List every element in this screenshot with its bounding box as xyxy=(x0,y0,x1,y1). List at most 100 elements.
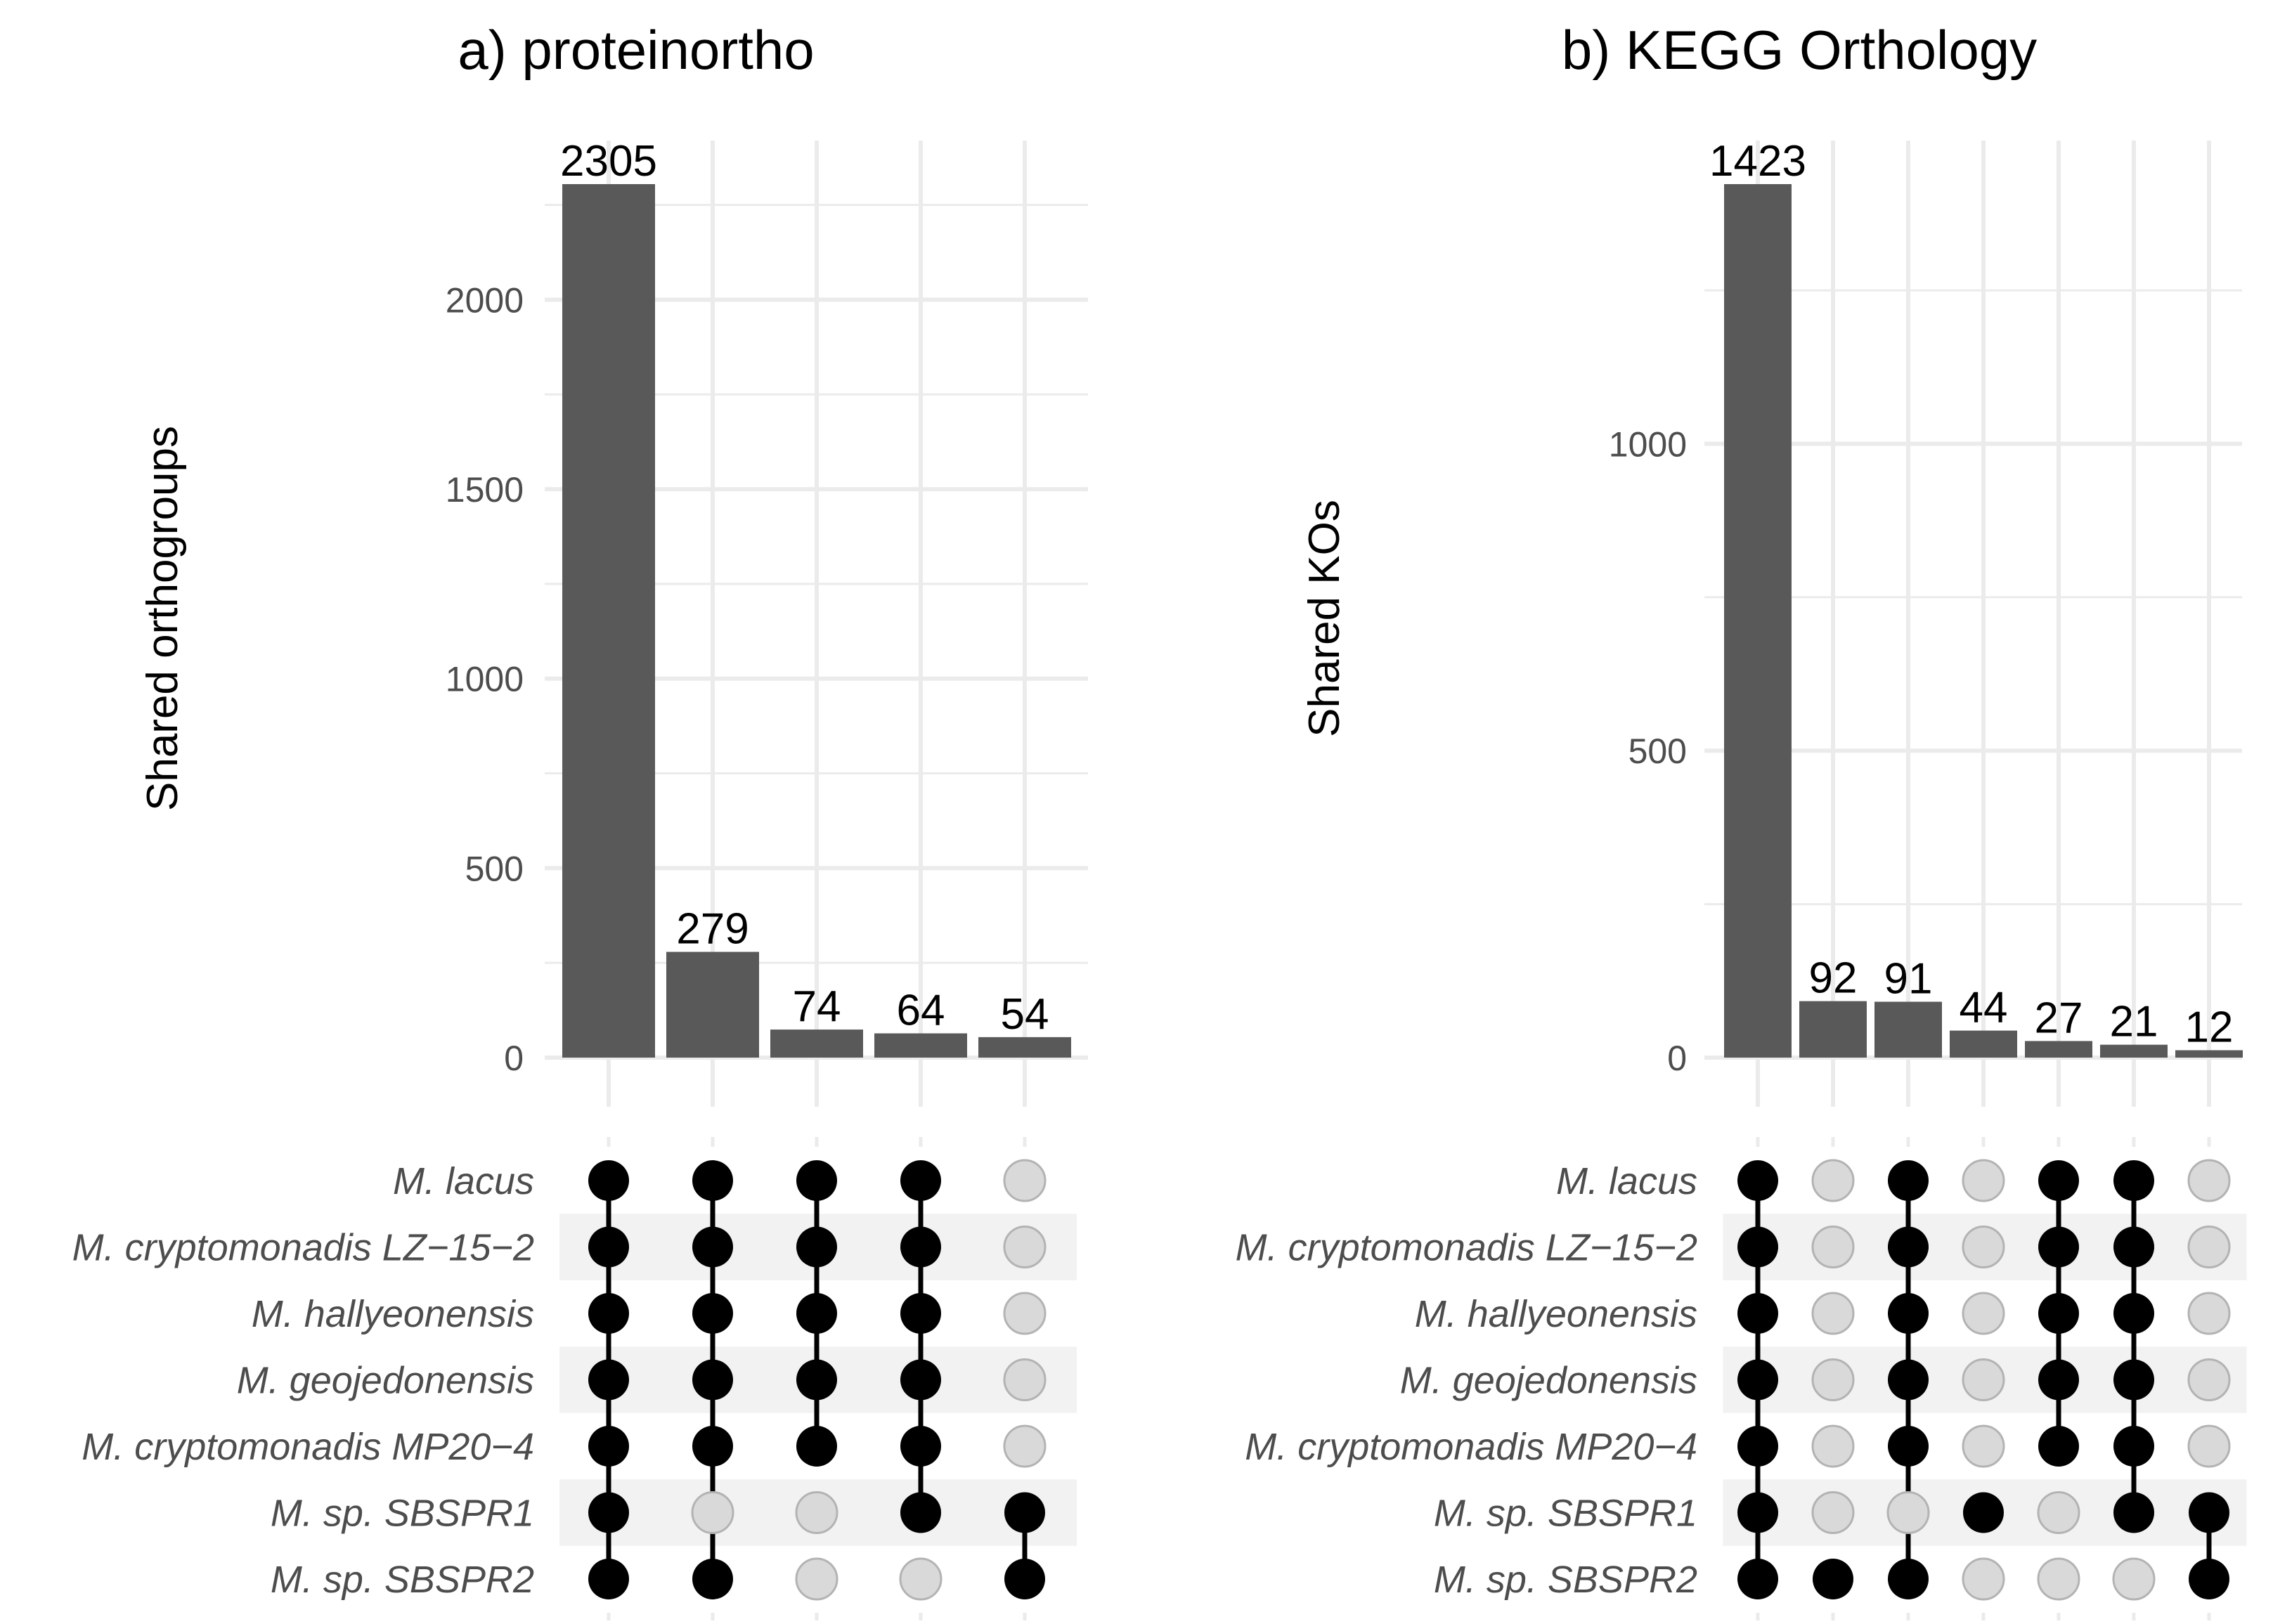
matrix-dot-filled xyxy=(2113,1426,2154,1467)
matrix-dot-filled xyxy=(692,1359,733,1401)
matrix-dot-empty xyxy=(1962,1226,2005,1268)
set-name-label: M. cryptomonadis LZ−15−2 xyxy=(72,1227,534,1269)
matrix-dot-filled xyxy=(1963,1492,2004,1533)
set-name-label: M. sp. SBSPR1 xyxy=(271,1493,534,1535)
matrix-dot-filled xyxy=(1737,1559,1778,1599)
matrix-dot-empty xyxy=(1962,1292,2005,1335)
set-name-label: M. sp. SBSPR2 xyxy=(271,1559,534,1601)
matrix-dot-empty xyxy=(1962,1159,2005,1202)
matrix-dot-empty xyxy=(1811,1424,1855,1468)
matrix-dot-empty xyxy=(691,1491,734,1534)
matrix-dot-empty xyxy=(795,1557,838,1601)
bar xyxy=(562,184,655,1058)
matrix-dot-filled xyxy=(796,1160,837,1201)
matrix-dot-empty xyxy=(1811,1358,1855,1401)
y-tick-label: 1000 xyxy=(1609,424,1687,464)
matrix-dot-filled xyxy=(1888,1293,1929,1334)
matrix-dot-filled xyxy=(1813,1559,1853,1599)
matrix-dot-empty xyxy=(2187,1159,2231,1202)
matrix-dot-filled xyxy=(588,1492,629,1533)
matrix-dot-empty xyxy=(2037,1491,2080,1534)
matrix-dot-filled xyxy=(2113,1160,2154,1201)
bar-value-label: 12 xyxy=(2185,1003,2234,1052)
bar-value-label: 74 xyxy=(793,982,841,1031)
matrix-dot-empty xyxy=(1003,1358,1047,1401)
matrix-dot-filled xyxy=(1004,1559,1045,1599)
matrix-dot-filled xyxy=(1737,1492,1778,1533)
matrix-dot-filled xyxy=(900,1359,941,1401)
bar xyxy=(1874,1001,1942,1058)
matrix-dot-filled xyxy=(588,1226,629,1268)
matrix-dot-filled xyxy=(796,1426,837,1467)
bar-value-label: 279 xyxy=(676,905,749,954)
matrix-dot-filled xyxy=(2113,1492,2154,1533)
bar-value-label: 64 xyxy=(897,986,945,1034)
matrix-dot-empty xyxy=(1811,1159,1855,1202)
matrix-dot-filled xyxy=(900,1160,941,1201)
set-name-label: M. cryptomonadis MP20−4 xyxy=(1245,1426,1697,1468)
panel-a-ylabel: Shared orthogroups xyxy=(138,426,187,811)
matrix-dot-empty xyxy=(2187,1424,2231,1468)
matrix-dot-filled xyxy=(2038,1359,2079,1401)
bar xyxy=(2175,1050,2243,1058)
bar xyxy=(978,1037,1071,1058)
matrix-dot-filled xyxy=(900,1426,941,1467)
matrix-dot-filled xyxy=(2113,1226,2154,1268)
matrix-dot-empty xyxy=(1003,1292,1047,1335)
matrix-dot-filled xyxy=(1737,1293,1778,1334)
bar xyxy=(1799,1001,1867,1058)
matrix-dot-filled xyxy=(588,1426,629,1467)
bar xyxy=(666,951,759,1058)
matrix-dot-filled xyxy=(1737,1226,1778,1268)
bar-value-label: 54 xyxy=(1001,990,1049,1039)
set-name-label: M. lacus xyxy=(1556,1160,1697,1202)
matrix-dot-filled xyxy=(900,1293,941,1334)
bar xyxy=(770,1029,863,1058)
matrix-dot-filled xyxy=(2113,1359,2154,1401)
set-name-label: M. geojedonensis xyxy=(237,1360,534,1402)
y-tick-label: 0 xyxy=(504,1039,524,1078)
bar-value-label: 91 xyxy=(1884,955,1933,1003)
matrix-dot-filled xyxy=(1737,1160,1778,1201)
panel-b-ylabel: Shared KOs xyxy=(1300,500,1349,737)
matrix-dot-empty xyxy=(1003,1424,1047,1468)
matrix-dot-filled xyxy=(588,1293,629,1334)
bar-value-label: 92 xyxy=(1809,954,1858,1003)
matrix-dot-empty xyxy=(1962,1358,2005,1401)
matrix-dot-filled xyxy=(692,1160,733,1201)
matrix-dot-empty xyxy=(2112,1557,2156,1601)
matrix-dot-empty xyxy=(1811,1491,1855,1534)
matrix-dot-empty xyxy=(2187,1292,2231,1335)
bar xyxy=(2025,1041,2092,1058)
matrix-dot-empty xyxy=(1962,1557,2005,1601)
bar-value-label: 44 xyxy=(1960,984,2008,1032)
matrix-dot-filled xyxy=(692,1226,733,1268)
matrix-dot-filled xyxy=(2113,1293,2154,1334)
set-name-label: M. geojedonensis xyxy=(1400,1360,1697,1402)
matrix-dot-filled xyxy=(2038,1160,2079,1201)
matrix-dot-filled xyxy=(2038,1293,2079,1334)
matrix-dot-empty xyxy=(1003,1159,1047,1202)
y-tick-label: 500 xyxy=(465,849,524,888)
matrix-dot-empty xyxy=(1886,1491,1930,1534)
set-name-label: M. lacus xyxy=(393,1160,534,1202)
panel-a: 0 500 1000 1500 2000 2305 279 74 64 54 M. lacus M. … xyxy=(72,137,1088,1623)
matrix-dot-filled xyxy=(692,1293,733,1334)
bar xyxy=(2100,1044,2168,1058)
bar xyxy=(1724,184,1792,1058)
matrix-dot-filled xyxy=(2189,1492,2229,1533)
panel-a-title: a) proteinortho xyxy=(458,19,814,81)
matrix-dot-filled xyxy=(2038,1226,2079,1268)
set-name-label: M. hallyeonensis xyxy=(252,1293,534,1335)
matrix-dot-empty xyxy=(2037,1557,2080,1601)
set-name-label: M. cryptomonadis MP20−4 xyxy=(82,1426,534,1468)
set-name-label: M. cryptomonadis LZ−15−2 xyxy=(1236,1227,1697,1269)
matrix-dot-empty xyxy=(2187,1226,2231,1268)
matrix-dot-filled xyxy=(1004,1492,1045,1533)
matrix-dot-filled xyxy=(692,1426,733,1467)
matrix-dot-filled xyxy=(1888,1359,1929,1401)
bar-value-label: 21 xyxy=(2110,998,2158,1046)
matrix-dot-filled xyxy=(588,1359,629,1401)
